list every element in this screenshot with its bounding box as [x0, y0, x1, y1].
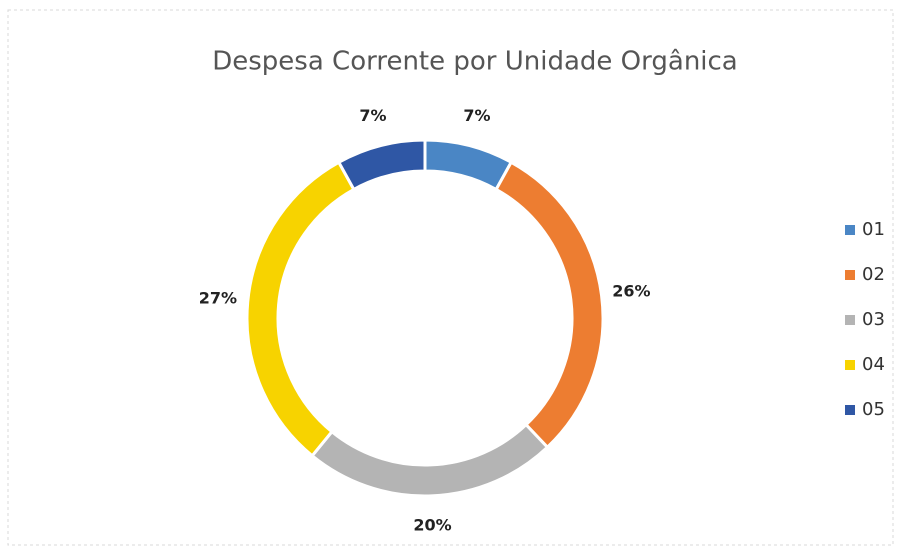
data-label: 7% — [463, 106, 490, 125]
legend-swatch — [845, 315, 855, 325]
data-label: 20% — [413, 515, 451, 534]
legend-swatch — [845, 360, 855, 370]
legend-label: 01 — [862, 219, 885, 240]
legend-swatch — [845, 225, 855, 235]
data-label: 27% — [199, 289, 237, 308]
donut-segment — [336, 138, 427, 192]
donut-segment — [310, 422, 550, 498]
legend-label: 05 — [862, 399, 885, 420]
legend-swatch — [845, 270, 855, 280]
chart-frame — [7, 9, 894, 546]
donut-segment — [423, 138, 514, 192]
legend-label: 02 — [862, 264, 885, 285]
chart-title: Despesa Corrente por Unidade Orgânica — [212, 47, 738, 77]
legend-swatch — [845, 405, 855, 415]
data-label: 26% — [612, 281, 650, 300]
donut-segment — [494, 160, 605, 450]
data-label: 7% — [359, 106, 386, 125]
legend-label: 04 — [862, 354, 885, 375]
donut-segment — [245, 160, 356, 458]
legend-label: 03 — [862, 309, 885, 330]
